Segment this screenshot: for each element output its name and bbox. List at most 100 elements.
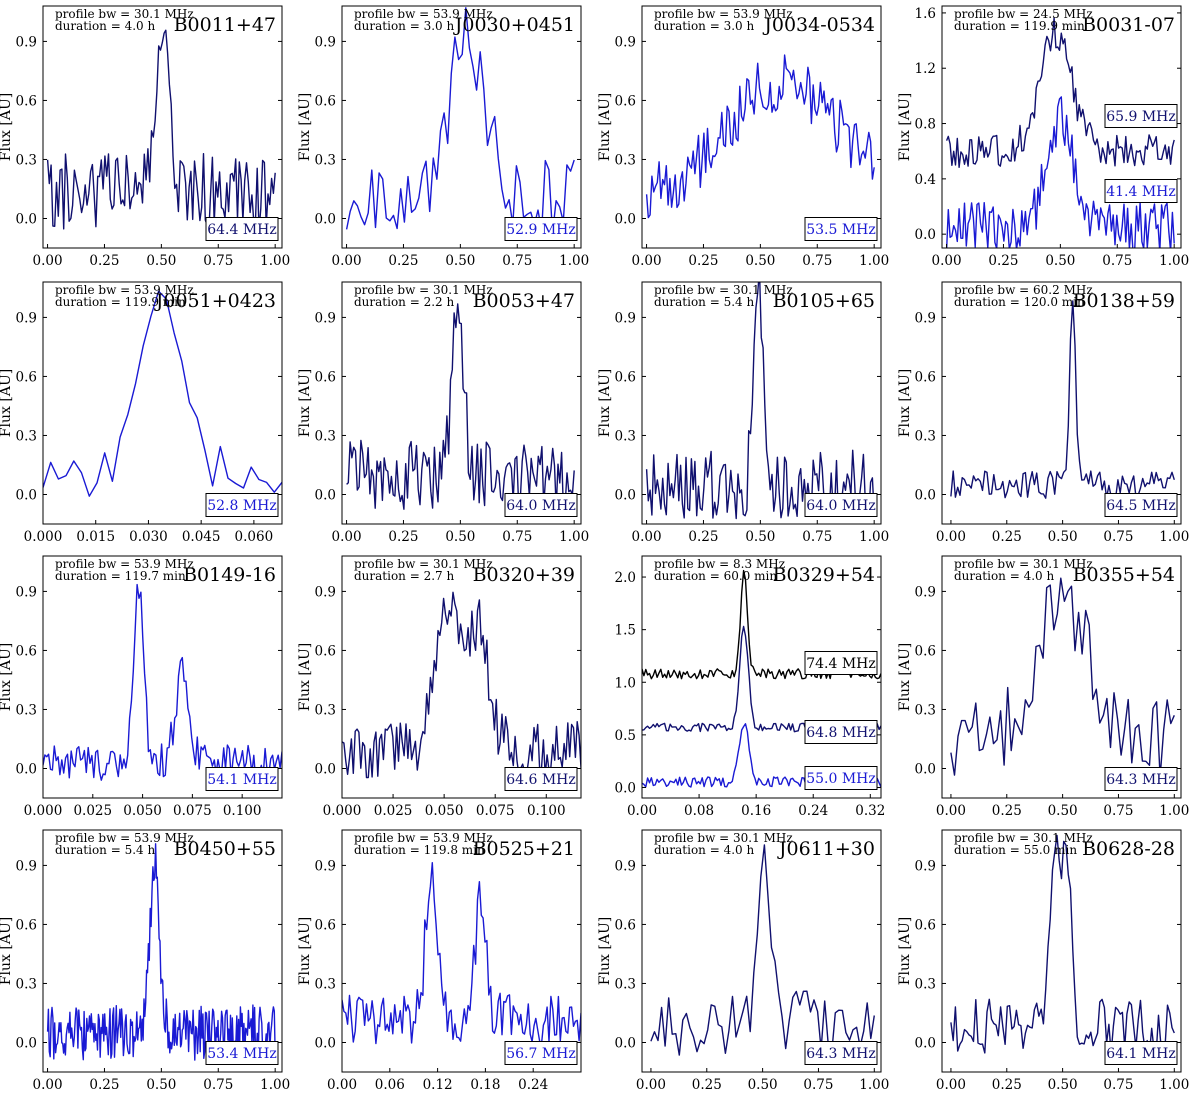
pulsar-name: B0450+55 (174, 838, 276, 860)
x-tick-label: 0.25 (992, 529, 1022, 545)
y-tick-label: 0.9 (615, 34, 636, 50)
y-tick-label: 0.0 (16, 487, 37, 503)
x-tick-label: 0.25 (992, 803, 1022, 819)
y-tick-label: 0.0 (615, 487, 636, 503)
frequency-label: 64.3 MHz (1106, 772, 1176, 788)
pulsar-name: B0031-07 (1082, 14, 1175, 36)
y-axis-label: Flux [AU] (897, 643, 913, 711)
y-tick-label: 0.6 (915, 369, 936, 385)
duration-text: duration = 2.7 h (354, 569, 454, 583)
panel-B0053+47: 0.00 0.25 0.50 0.75 1.00 0.0 0.3 0.6 0.9 Flux [AU… (297, 281, 589, 545)
panel-B0329+54: 0.00 0.08 0.16 0.24 0.32 0.0 0.5 1.0 1.5 2.0 profi… (615, 555, 885, 819)
x-tick-label: 0.18 (470, 1077, 500, 1093)
series-line-B0525+21-0 (342, 862, 581, 1045)
x-tick-label: 0.50 (1045, 253, 1075, 269)
panel-B0149-16: 0.000 0.025 0.050 0.075 0.100 0.0 0.3 0.6 0.9 Flu… (0, 555, 283, 819)
x-tick-label: 0.75 (203, 1077, 233, 1093)
y-tick-label: 0.3 (615, 152, 636, 168)
x-tick-label: 1.00 (859, 1077, 889, 1093)
x-tick-label: 0.00 (632, 253, 662, 269)
frequency-legend-box: 41.4 MHz (1104, 179, 1178, 203)
plot-frame (641, 555, 882, 799)
frequency-legend-box: 53.5 MHz (804, 217, 878, 241)
x-tick-label: 0.12 (423, 1077, 453, 1093)
x-tick-label: 0.50 (745, 253, 775, 269)
duration-text: duration = 2.2 h (354, 295, 454, 309)
x-tick-label: 0.075 (476, 803, 515, 819)
panel-J0034-0534: 0.00 0.25 0.50 0.75 1.00 0.0 0.3 0.6 0.9 Flux [AU… (597, 5, 889, 269)
x-tick-label: 1.00 (1159, 1077, 1189, 1093)
y-tick-label: 0.3 (315, 976, 336, 992)
y-axis-label: Flux [AU] (0, 93, 14, 161)
plot-frame (341, 829, 582, 1073)
frequency-legend-box: 52.8 MHz (205, 493, 279, 517)
x-tick-label: 0.050 (425, 803, 464, 819)
frequency-label: 53.5 MHz (806, 222, 876, 238)
y-axis-label: Flux [AU] (0, 369, 14, 437)
x-tick-label: 0.16 (741, 803, 771, 819)
x-tick-label: 0.06 (375, 1077, 405, 1093)
series-line-J0051+0423-0 (43, 290, 282, 497)
duration-text: duration = 5.4 h (654, 295, 754, 309)
pulsar-name: B0138+59 (1073, 290, 1175, 312)
panel-B0525+21: 0.00 0.06 0.12 0.18 0.24 0.0 0.3 0.6 0.9 Flux [AU… (297, 829, 582, 1093)
profile-bandwidth-text: profile bw = 53.9 MHz (354, 831, 493, 845)
y-tick-label: 0.3 (16, 976, 37, 992)
frequency-legend-box: 55.0 MHz (804, 766, 878, 790)
x-tick-label: 0.50 (1048, 803, 1078, 819)
series-line-B0053+47-0 (346, 303, 575, 511)
y-tick-label: 0.6 (915, 917, 936, 933)
plot-frame (341, 281, 582, 525)
frequency-legend-box: 64.6 MHz (504, 767, 578, 791)
y-tick-label: 0.9 (915, 584, 936, 600)
x-tick-label: 0.045 (182, 529, 221, 545)
x-tick-label: 0.32 (855, 803, 885, 819)
x-tick-label: 0.25 (89, 253, 119, 269)
frequency-legend-box: 74.4 MHz (804, 651, 878, 675)
x-tick-label: 1.00 (859, 529, 889, 545)
x-tick-label: 0.00 (936, 529, 966, 545)
profile-bandwidth-text: profile bw = 8.3 MHz (654, 557, 785, 571)
x-tick-label: 0.00 (33, 253, 63, 269)
profile-bandwidth-text: profile bw = 24.5 MHz (954, 7, 1093, 21)
plot-frame (941, 281, 1182, 525)
x-tick-label: 0.025 (73, 803, 112, 819)
y-axis-label: Flux [AU] (597, 369, 613, 437)
frequency-label: 64.0 MHz (806, 498, 876, 514)
x-tick-label: 0.100 (527, 803, 566, 819)
duration-text: duration = 4.0 h (55, 19, 155, 33)
plot-frame (941, 555, 1182, 799)
series-line-B0105+65-0 (645, 282, 875, 520)
y-tick-label: 0.9 (315, 584, 336, 600)
x-tick-label: 0.50 (1048, 529, 1078, 545)
y-tick-label: 0.0 (915, 761, 936, 777)
y-tick-label: 0.6 (315, 917, 336, 933)
x-tick-label: 1.00 (260, 253, 290, 269)
profile-bandwidth-text: profile bw = 30.1 MHz (654, 283, 793, 297)
y-tick-label: 0.0 (315, 761, 336, 777)
panel-B0138+59: 0.00 0.25 0.50 0.75 1.00 0.0 0.3 0.6 0.9 Flux [AU… (897, 281, 1189, 545)
x-tick-label: 0.075 (173, 803, 212, 819)
series-line-B0149-16-0 (43, 583, 282, 781)
x-tick-label: 0.50 (745, 529, 775, 545)
y-tick-label: 0.0 (315, 211, 336, 227)
y-tick-label: 0.6 (615, 369, 636, 385)
x-tick-label: 1.00 (859, 253, 889, 269)
y-axis-label: Flux [AU] (297, 643, 313, 711)
y-tick-label: 0.9 (315, 858, 336, 874)
y-tick-label: 0.3 (16, 428, 37, 444)
x-tick-label: 0.75 (802, 529, 832, 545)
duration-text: duration = 3.0 h (354, 19, 454, 33)
plot-frame (641, 281, 882, 525)
x-tick-label: 0.00 (332, 529, 362, 545)
frequency-legend-box: 64.8 MHz (804, 720, 878, 744)
frequency-label: 64.3 MHz (806, 1046, 876, 1062)
series-line-B0138+59-0 (950, 300, 1175, 499)
y-tick-label: 0.9 (315, 310, 336, 326)
y-tick-label: 0.9 (615, 310, 636, 326)
plot-frame (941, 5, 1182, 249)
pulsar-name: B0011+47 (174, 14, 276, 36)
frequency-label: 64.8 MHz (806, 725, 876, 741)
y-axis-label: Flux [AU] (297, 369, 313, 437)
